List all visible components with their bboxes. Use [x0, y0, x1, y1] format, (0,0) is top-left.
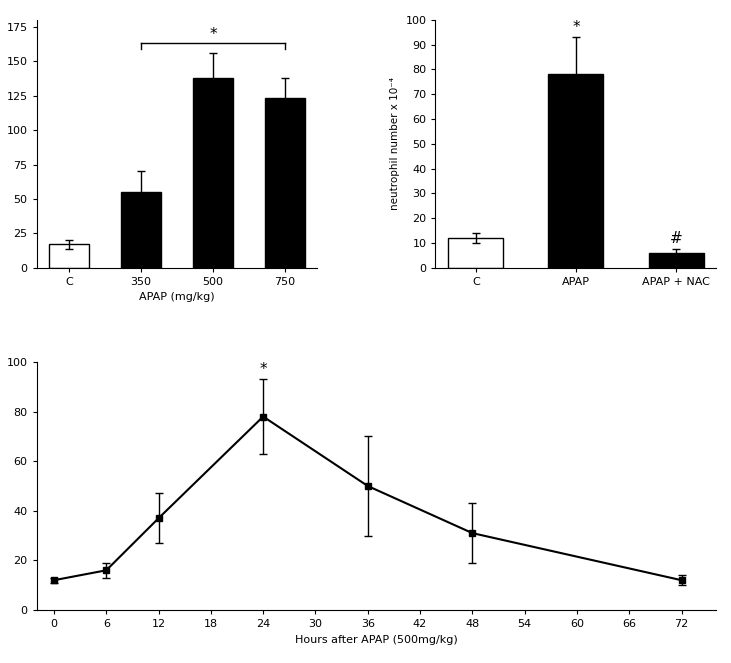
- Bar: [49, 245, 89, 268]
- X-axis label: Hours after APAP (500mg/kg): Hours after APAP (500mg/kg): [295, 634, 458, 644]
- Y-axis label: neutrophil number x 10⁻⁴: neutrophil number x 10⁻⁴: [0, 420, 1, 552]
- Bar: [121, 192, 161, 268]
- Bar: [648, 253, 704, 268]
- X-axis label: APAP (mg/kg): APAP (mg/kg): [139, 292, 215, 302]
- Bar: [548, 74, 604, 268]
- Text: *: *: [572, 20, 580, 34]
- Y-axis label: neutrophil number x 10⁻⁴: neutrophil number x 10⁻⁴: [390, 78, 400, 210]
- Bar: [448, 238, 504, 268]
- Text: *: *: [209, 27, 217, 42]
- Bar: [193, 78, 232, 268]
- Bar: [265, 98, 305, 268]
- Y-axis label: neutrophil number x 10⁻⁴: neutrophil number x 10⁻⁴: [0, 78, 1, 210]
- Text: #: #: [670, 231, 683, 245]
- Text: *: *: [260, 362, 267, 377]
